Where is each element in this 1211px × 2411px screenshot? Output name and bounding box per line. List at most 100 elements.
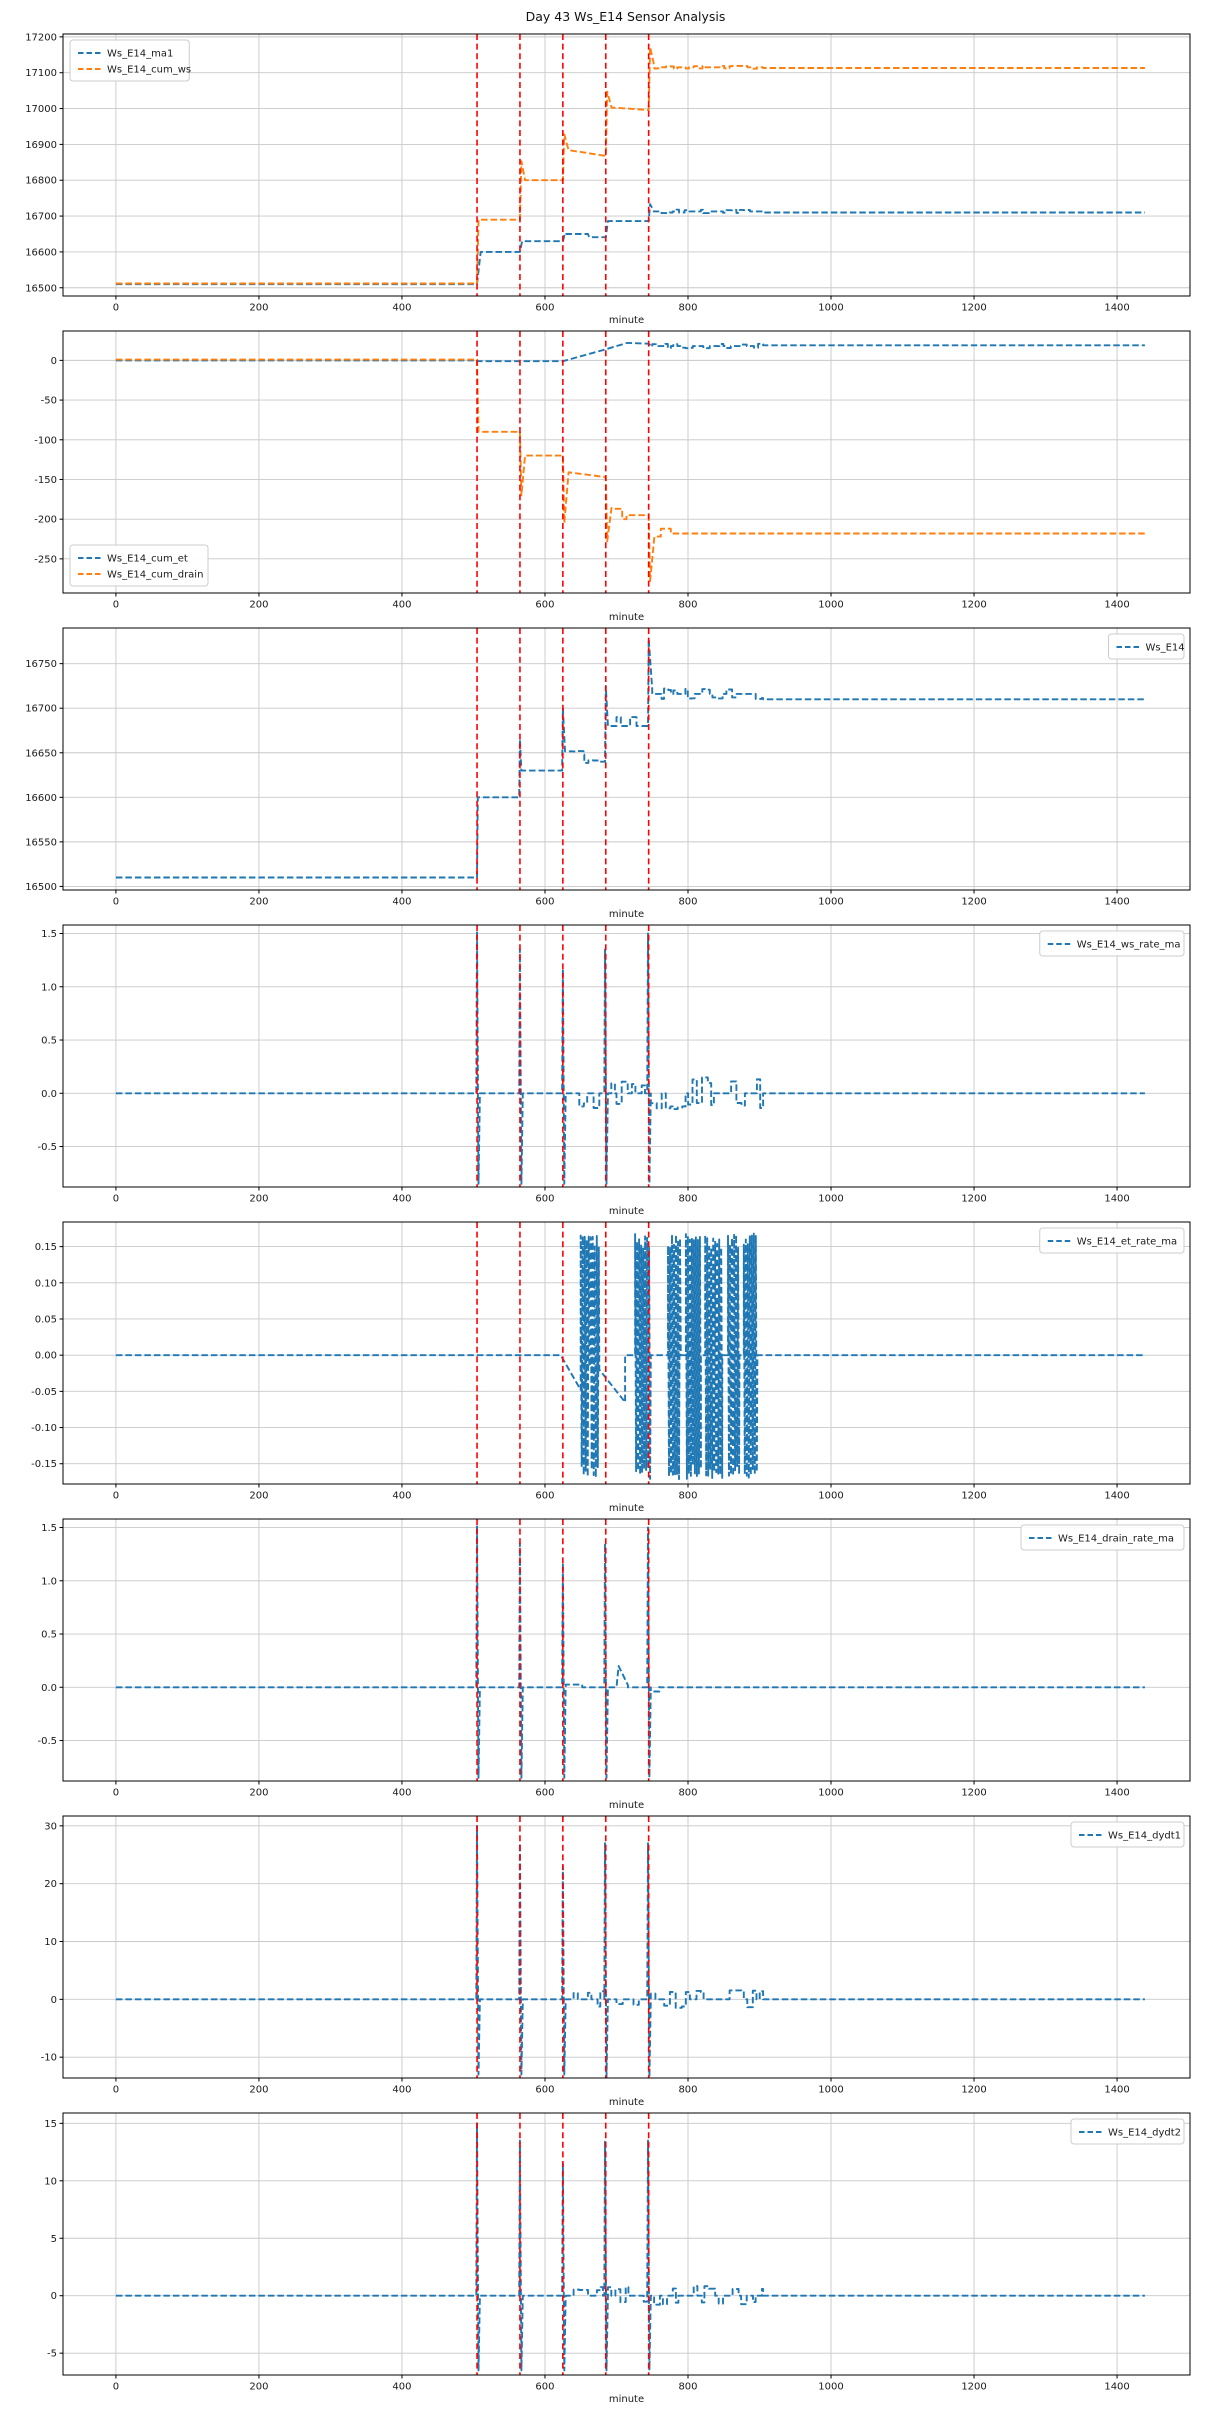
legend-label: Ws_E14_dydt1 bbox=[1108, 1831, 1181, 1842]
series-group bbox=[115, 2122, 1145, 2372]
legend-label: Ws_E14_cum_drain bbox=[107, 570, 203, 581]
x-tick-label: 1200 bbox=[961, 600, 986, 611]
y-tick-label: 16700 bbox=[25, 212, 57, 223]
y-tick-label: 17000 bbox=[25, 104, 57, 115]
x-axis-label: minute bbox=[609, 1206, 644, 1214]
series-group bbox=[115, 1824, 1145, 2078]
x-tick-label: 1400 bbox=[1104, 303, 1129, 314]
x-tick-label: 800 bbox=[678, 897, 697, 908]
x-tick-label: 600 bbox=[535, 1491, 554, 1502]
subplot-3: 0 200 400 600 800 1000 1200 1400 16500 16550 16600… bbox=[0, 620, 1211, 917]
series-group bbox=[115, 637, 1145, 879]
subplot-6: 0 200 400 600 800 1000 1200 1400 -0.5 0.0 0.5 1.0 1.… bbox=[0, 1511, 1211, 1808]
x-tick-label: 200 bbox=[249, 303, 268, 314]
x-tick-label: 400 bbox=[392, 600, 411, 611]
tick-labels: 0 200 400 600 800 1000 1200 1400 -0.5 0.0 0.5 1.0 1.… bbox=[37, 1523, 1129, 1798]
x-tick-label: 800 bbox=[678, 1491, 697, 1502]
y-tick-label: 16650 bbox=[25, 748, 57, 759]
y-tick-label: 30 bbox=[44, 1821, 57, 1832]
axes-frame bbox=[62, 627, 1191, 891]
y-tick-label: 0.15 bbox=[35, 1242, 57, 1253]
y-tick-label: -50 bbox=[41, 396, 57, 407]
tick-labels: 0 200 400 600 800 1000 1200 1400 -0.15 -0.10 -0.05… bbox=[31, 1242, 1130, 1501]
y-tick-label: -0.5 bbox=[37, 1142, 57, 1153]
tick-labels: 0 200 400 600 800 1000 1200 1400 -10 0 10 20 30 bbox=[41, 1821, 1130, 2095]
x-tick-label: 200 bbox=[249, 1788, 268, 1799]
x-tick-label: 0 bbox=[113, 600, 119, 611]
x-tick-label: 600 bbox=[535, 1194, 554, 1205]
x-tick-label: 1200 bbox=[961, 2085, 986, 2096]
x-axis-label: minute bbox=[609, 909, 644, 917]
gridlines bbox=[63, 628, 1190, 890]
y-tick-label: 1.5 bbox=[41, 929, 57, 940]
x-tick-label: 1000 bbox=[818, 1491, 843, 1502]
x-tick-label: 400 bbox=[392, 1194, 411, 1205]
x-tick-label: 800 bbox=[678, 600, 697, 611]
y-tick-label: -0.05 bbox=[31, 1387, 57, 1398]
x-tick-label: 800 bbox=[678, 1788, 697, 1799]
series-Ws_E14_ma1 bbox=[115, 203, 1145, 286]
x-tick-label: 1000 bbox=[818, 2382, 843, 2393]
y-tick-label: 16800 bbox=[25, 176, 57, 187]
chart-canvas-2: 0 200 400 600 800 1000 1200 1400 0 -50 -100 -150 -20… bbox=[0, 323, 1211, 620]
tick-labels: 0 200 400 600 800 1000 1200 1400 -0.5 0.0 0.5 1.0 1.… bbox=[37, 929, 1129, 1204]
x-tick-label: 200 bbox=[249, 2085, 268, 2096]
y-tick-label: 20 bbox=[44, 1879, 57, 1890]
event-lines bbox=[476, 331, 650, 593]
legend-label: Ws_E14_dydt2 bbox=[1108, 2128, 1181, 2139]
x-tick-label: 1000 bbox=[818, 1194, 843, 1205]
legend-label: Ws_E14 bbox=[1146, 643, 1185, 654]
axes-frame bbox=[62, 33, 1191, 297]
subplot-2: 0 200 400 600 800 1000 1200 1400 0 -50 -100 -150 -20… bbox=[0, 323, 1211, 620]
y-tick-label: 16600 bbox=[25, 247, 57, 258]
legend-label: Ws_E14_et_rate_ma bbox=[1077, 1237, 1177, 1248]
y-tick-label: 15 bbox=[44, 2119, 57, 2130]
x-tick-label: 400 bbox=[392, 1491, 411, 1502]
axes-frame bbox=[62, 1518, 1191, 1782]
tick-labels: 0 200 400 600 800 1000 1200 1400 16500 16600 16700… bbox=[25, 32, 1130, 313]
y-tick-label: -5 bbox=[47, 2349, 57, 2360]
x-tick-label: 1400 bbox=[1104, 2085, 1129, 2096]
event-lines bbox=[476, 925, 650, 1187]
series-Ws_E14_dydt2 bbox=[115, 2122, 1145, 2372]
x-tick-label: 0 bbox=[113, 2085, 119, 2096]
x-tick-label: 1400 bbox=[1104, 600, 1129, 611]
y-tick-label: 16550 bbox=[25, 837, 57, 848]
gridlines bbox=[63, 1816, 1190, 2078]
subplot-1: 0 200 400 600 800 1000 1200 1400 16500 16600 16700… bbox=[0, 26, 1211, 323]
x-tick-label: 400 bbox=[392, 303, 411, 314]
y-tick-label: 0.00 bbox=[35, 1351, 57, 1362]
legend: Ws_E14_ws_rate_ma bbox=[1039, 930, 1185, 957]
series-group bbox=[115, 1232, 1145, 1481]
y-tick-label: 17200 bbox=[25, 32, 57, 43]
series-Ws_E14 bbox=[115, 637, 1145, 879]
x-axis-label: minute bbox=[609, 2097, 644, 2105]
x-tick-label: 0 bbox=[113, 1194, 119, 1205]
y-tick-label: -10 bbox=[41, 2053, 57, 2064]
y-tick-label: -100 bbox=[34, 435, 57, 446]
legend: Ws_E14 bbox=[1108, 633, 1185, 660]
event-lines bbox=[476, 1519, 650, 1781]
event-lines bbox=[476, 34, 650, 296]
y-tick-label: 1.0 bbox=[41, 982, 57, 993]
figure-title: Day 43 Ws_E14 Sensor Analysis bbox=[525, 9, 726, 24]
axes-frame bbox=[62, 330, 1191, 594]
y-tick-label: 10 bbox=[44, 2176, 57, 2187]
y-tick-label: 16700 bbox=[25, 704, 57, 715]
x-tick-label: 800 bbox=[678, 303, 697, 314]
legend-label: Ws_E14_ma1 bbox=[107, 49, 173, 60]
x-tick-label: 1000 bbox=[818, 1788, 843, 1799]
gridlines bbox=[63, 925, 1190, 1187]
x-tick-label: 1200 bbox=[961, 897, 986, 908]
x-tick-label: 1400 bbox=[1104, 1194, 1129, 1205]
x-tick-label: 800 bbox=[678, 1194, 697, 1205]
y-tick-label: 1.5 bbox=[41, 1523, 57, 1534]
x-axis-label: minute bbox=[609, 612, 644, 620]
y-tick-label: 0.5 bbox=[41, 1630, 57, 1641]
x-tick-label: 200 bbox=[249, 1491, 268, 1502]
subplot-7: 0 200 400 600 800 1000 1200 1400 -10 0 10 20 30 minut… bbox=[0, 1808, 1211, 2105]
x-tick-label: 600 bbox=[535, 2382, 554, 2393]
chart-canvas-5: 0 200 400 600 800 1000 1200 1400 -0.15 -0.10 -0.05… bbox=[0, 1214, 1211, 1511]
event-lines bbox=[476, 1816, 650, 2078]
y-tick-label: 16900 bbox=[25, 140, 57, 151]
